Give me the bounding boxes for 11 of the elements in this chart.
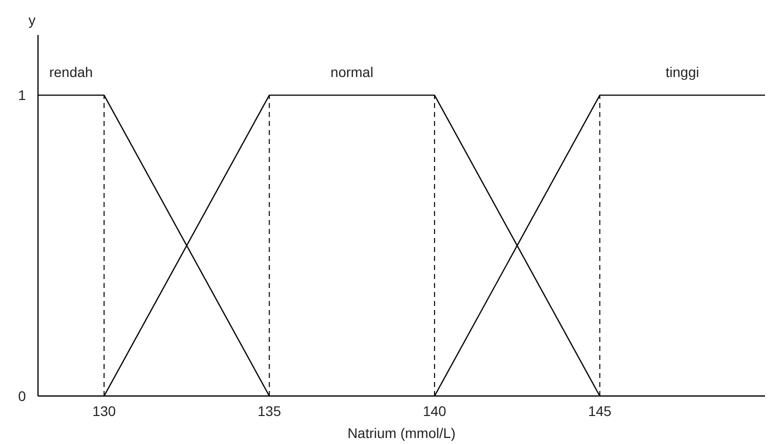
series-label: tinggi	[666, 64, 700, 80]
x-axis-title: Natrium (mmol/L)	[347, 425, 456, 441]
y-tick-label: 1	[18, 87, 26, 104]
series-label: normal	[330, 64, 374, 80]
x-tick-label: 145	[588, 403, 612, 419]
y-tick-label: 0	[18, 388, 26, 404]
x-tick-label: 140	[422, 403, 446, 419]
y-axis-title: y	[28, 12, 36, 28]
series-label: rendah	[49, 64, 93, 80]
x-tick-label: 130	[92, 403, 116, 419]
x-tick-label: 135	[258, 403, 282, 419]
